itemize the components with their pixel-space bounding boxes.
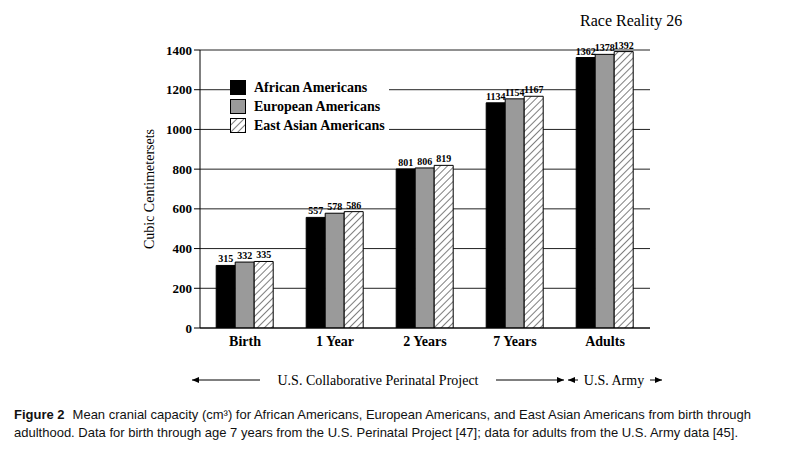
svg-text:332: 332 — [237, 250, 252, 261]
svg-text:335: 335 — [256, 249, 271, 260]
svg-text:600: 600 — [173, 201, 193, 216]
html-text:Cubic Centimetersets: Cubic Centimetersets — [142, 128, 157, 250]
svg-text:578: 578 — [327, 201, 342, 212]
svg-text:U.S. Collaborative Perinatal P: U.S. Collaborative Perinatal Project — [277, 373, 478, 388]
html-text:African Americans: African Americans — [254, 79, 368, 95]
svg-text:1400: 1400 — [166, 43, 192, 58]
svg-text:400: 400 — [173, 241, 193, 256]
svg-text:1362: 1362 — [576, 46, 596, 57]
html-text:Race Reality 26: Race Reality 26 — [580, 12, 683, 29]
svg-text:1154: 1154 — [505, 87, 524, 98]
svg-text:Adults: Adults — [585, 334, 625, 349]
svg-text:Birth: Birth — [229, 334, 261, 349]
html-text:European Americans: European Americans — [254, 98, 381, 114]
html-text:Mean cranial capacity (cm³) fo: Mean cranial capacity (cm³) for African … — [14, 407, 752, 440]
svg-text:800: 800 — [173, 162, 193, 177]
svg-text:1167: 1167 — [524, 84, 543, 95]
html-text:East Asian Americans: East Asian Americans — [254, 117, 385, 133]
svg-text:1134: 1134 — [486, 91, 505, 102]
svg-text:315: 315 — [218, 253, 233, 264]
svg-text:801: 801 — [398, 157, 413, 168]
svg-text:1392: 1392 — [614, 40, 634, 51]
svg-text:1000: 1000 — [166, 122, 192, 137]
svg-text:1378: 1378 — [595, 42, 615, 53]
svg-text:586: 586 — [346, 200, 361, 211]
svg-text:0: 0 — [186, 321, 193, 336]
svg-text:806: 806 — [417, 156, 432, 167]
svg-text:1 Year: 1 Year — [316, 334, 354, 349]
svg-text:557: 557 — [308, 205, 323, 216]
svg-text:7 Years: 7 Years — [493, 334, 537, 349]
html-text:Figure 2: Figure 2 — [14, 407, 65, 422]
svg-text:1200: 1200 — [166, 82, 192, 97]
svg-text:819: 819 — [436, 153, 451, 164]
svg-text:2 Years: 2 Years — [403, 334, 447, 349]
svg-text:U.S. Army: U.S. Army — [584, 373, 644, 388]
svg-text:200: 200 — [173, 281, 193, 296]
